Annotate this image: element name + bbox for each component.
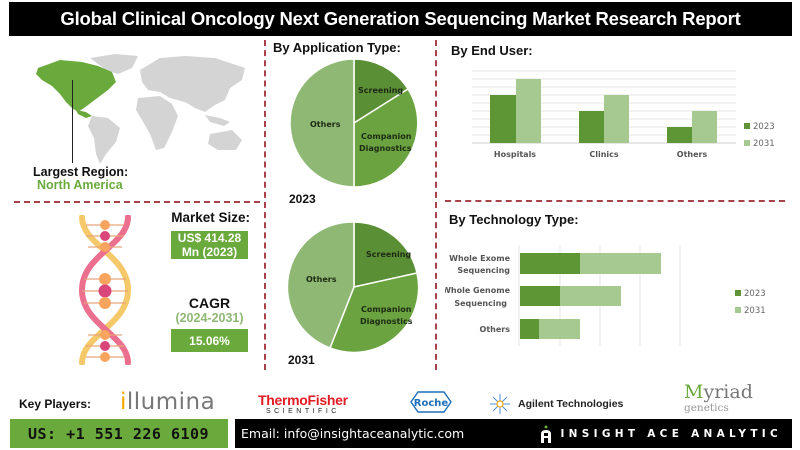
tech-cat-others: Others	[480, 325, 511, 334]
key-players-label: Key Players:	[19, 397, 92, 411]
end-user-cat-others: Others	[677, 150, 708, 159]
market-size-unit-year: Mn (2023)	[181, 245, 238, 259]
pie-2023-companion-label-2: Diagnostics	[359, 144, 412, 153]
thermofisher-name: ThermoFisher	[258, 392, 348, 408]
myriad-sub: genetics	[684, 402, 729, 414]
bar-others-2031	[692, 111, 717, 143]
bar-tech-others-2031	[539, 319, 580, 339]
logo-agilent: Agilent Technologies	[518, 398, 624, 410]
bar-hospitals-2031	[516, 79, 541, 143]
tech-legend-2023: 2023	[744, 289, 766, 299]
roche-text: Roche	[414, 398, 449, 409]
illumina-accent: i	[120, 389, 127, 415]
pie-2031-screening-label: Screening	[366, 250, 411, 259]
dna-helix-icon	[78, 214, 132, 366]
cagr-period: (2024-2031)	[175, 311, 244, 325]
tech-legend-2031: 2031	[744, 306, 766, 316]
bar-tech-others-2023	[520, 319, 539, 339]
market-size-label: Market Size:	[171, 210, 250, 225]
bar-clinics-2031	[604, 95, 629, 143]
bar-wes-2031	[580, 253, 661, 274]
region-pointer-line	[72, 80, 73, 163]
logo-illumina: illumina	[120, 389, 215, 415]
logo-thermofisher: ThermoFisher SCIENTIFIC	[258, 393, 348, 416]
bar-wgs-2031	[560, 286, 621, 306]
tech-cat-wgs-2: Sequencing	[454, 299, 507, 308]
world-map	[20, 50, 250, 170]
pie-2023-screening-label: Screening	[358, 86, 403, 95]
world-map-icon	[36, 54, 245, 164]
illumina-text: llumina	[126, 389, 216, 415]
market-size-amount: US$ 414.28	[177, 231, 242, 245]
technology-type-title: By Technology Type:	[449, 212, 579, 227]
pie-2031-companion-label-1: Companion	[361, 305, 412, 314]
end-user-cat-hospitals: Hospitals	[494, 150, 536, 159]
tech-cat-wes-2: Sequencing	[457, 266, 510, 275]
end-user-title: By End User:	[451, 43, 533, 58]
largest-region-label: Largest Region:	[33, 165, 129, 179]
divider-region	[14, 201, 260, 203]
report-title: Global Clinical Oncology Next Generation…	[9, 2, 792, 36]
bar-wes-2023	[520, 253, 580, 274]
bar-clinics-2023	[579, 111, 604, 143]
application-type-title: By Application Type:	[273, 40, 401, 55]
bar-hospitals-2023	[490, 95, 516, 143]
application-pie-2031: Screening Companion Diagnostics Others	[286, 220, 422, 354]
phone-number: US: +1 551 226 6109	[10, 419, 228, 448]
myriad-name: Myriad	[684, 381, 753, 403]
pie-2031-companion-label-2: Diagnostics	[360, 317, 413, 326]
market-size-value: US$ 414.28 Mn (2023)	[171, 231, 248, 259]
pie-2023-year: 2023	[289, 192, 316, 206]
divider-end-user	[445, 200, 785, 202]
end-user-cat-clinics: Clinics	[589, 150, 619, 159]
application-pie-2023: Screening Companion Diagnostics Others	[286, 57, 422, 189]
divider-right	[435, 40, 437, 370]
tech-cat-wgs-1: Whole Genome	[445, 286, 511, 295]
logo-myriad: Myriad genetics	[684, 382, 753, 414]
pie-2023-companion-label-1: Companion	[361, 132, 412, 141]
logo-roche: Roche	[410, 391, 452, 413]
footer-bar: Email: info@insightaceanalytic.com INSIG…	[235, 419, 792, 448]
end-user-legend-2031: 2031	[753, 139, 775, 149]
pie-2031-others-label: Others	[306, 275, 337, 284]
email-address: Email: info@insightaceanalytic.com	[241, 426, 465, 441]
bar-wgs-2023	[520, 286, 560, 306]
cagr-value: 15.06%	[171, 329, 248, 352]
end-user-legend-2023: 2023	[753, 122, 775, 132]
pie-2023-others-label: Others	[310, 120, 341, 129]
agilent-spark-icon	[488, 393, 512, 415]
thermofisher-sub: SCIENTIFIC	[265, 408, 340, 415]
brand-block: INSIGHT ACE ANALYTIC	[540, 425, 782, 443]
insight-ace-logo-icon	[541, 425, 552, 443]
largest-region-value: North America	[37, 178, 123, 192]
pie-2031-year: 2031	[288, 353, 315, 367]
divider-left	[264, 40, 266, 370]
end-user-chart: Hospitals Clinics Others 2023 2031	[470, 68, 790, 163]
tech-cat-wes-1: Whole Exome	[449, 254, 510, 263]
brand-name: INSIGHT ACE ANALYTIC	[560, 427, 782, 440]
bar-others-2023	[667, 127, 692, 143]
technology-chart: Whole Exome Sequencing Whole Genome Sequ…	[442, 240, 790, 350]
dna-illustration	[70, 214, 140, 366]
cagr-label: CAGR	[188, 295, 231, 311]
